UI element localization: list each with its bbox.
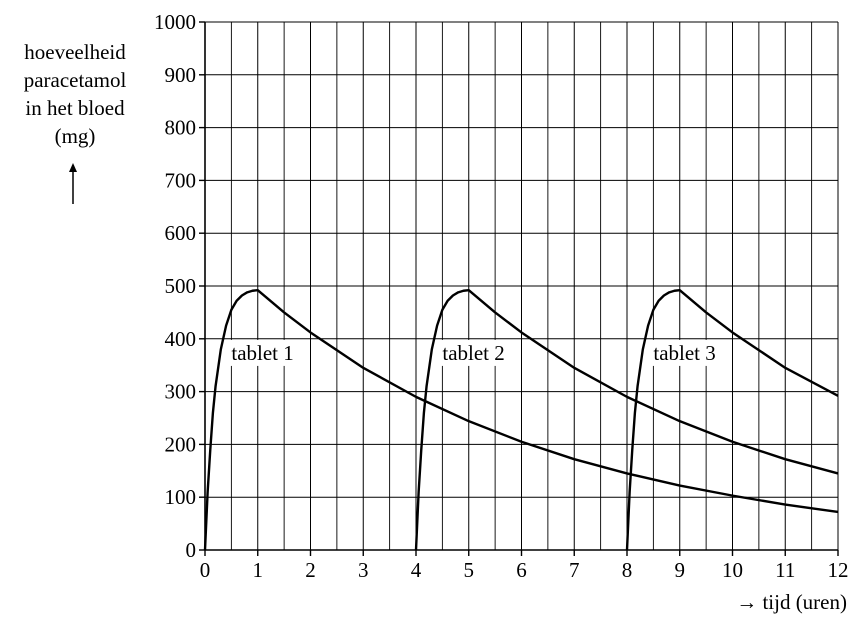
x-tick-label: 2 <box>305 558 316 582</box>
series-label-bg <box>229 339 296 366</box>
y-tick-label: 0 <box>186 538 197 562</box>
x-tick-label: 9 <box>675 558 686 582</box>
x-tick-label: 12 <box>828 558 849 582</box>
y-tick-label: 800 <box>165 116 197 140</box>
x-tick-label: 4 <box>411 558 422 582</box>
y-axis-label-line-1: hoeveelheid <box>24 40 126 64</box>
x-tick-label: 10 <box>722 558 743 582</box>
y-axis-label-line-3: in het bloed <box>25 96 125 120</box>
series-label-3: tablet 3 <box>653 341 715 365</box>
series-line-2 <box>414 289 839 551</box>
y-tick-label: 100 <box>165 485 197 509</box>
y-axis-label-line-2: paracetamol <box>23 68 127 92</box>
series-label-2: tablet 2 <box>442 341 504 365</box>
y-axis-label: hoeveelheid paracetamol in het bloed (mg… <box>0 38 150 150</box>
x-tick-label: 6 <box>516 558 527 582</box>
y-tick-label: 500 <box>165 274 197 298</box>
y-tick-label: 900 <box>165 63 197 87</box>
x-axis-label-text: tijd (uren) <box>762 590 847 614</box>
y-tick-label: 700 <box>165 168 197 192</box>
series-label-bg <box>651 339 718 366</box>
x-tick-label: 0 <box>200 558 211 582</box>
x-tick-label: 3 <box>358 558 369 582</box>
x-tick-label: 8 <box>622 558 633 582</box>
x-axis-label: → tijd (uren) <box>736 590 847 615</box>
grid <box>199 21 839 556</box>
x-tick-label: 1 <box>253 558 264 582</box>
y-tick-label: 300 <box>165 380 197 404</box>
x-tick-label: 11 <box>775 558 795 582</box>
y-axis-arrow-icon <box>69 163 77 204</box>
series-label-bg <box>440 339 507 366</box>
x-tick-label: 7 <box>569 558 580 582</box>
series-label-1: tablet 1 <box>231 341 293 365</box>
x-tick-label: 5 <box>464 558 475 582</box>
series-line-1 <box>203 289 839 551</box>
y-tick-label: 400 <box>165 327 197 351</box>
series-line-3 <box>625 289 839 551</box>
y-tick-label: 1000 <box>154 10 196 34</box>
y-axis-label-line-4: (mg) <box>54 124 96 148</box>
series-lines <box>203 289 839 551</box>
y-tick-label: 200 <box>165 432 197 456</box>
x-axis-arrow-icon: → <box>736 590 758 614</box>
series-labels: tablet 1 tablet 2 tablet 3 <box>229 339 718 366</box>
y-tick-label: 600 <box>165 221 197 245</box>
